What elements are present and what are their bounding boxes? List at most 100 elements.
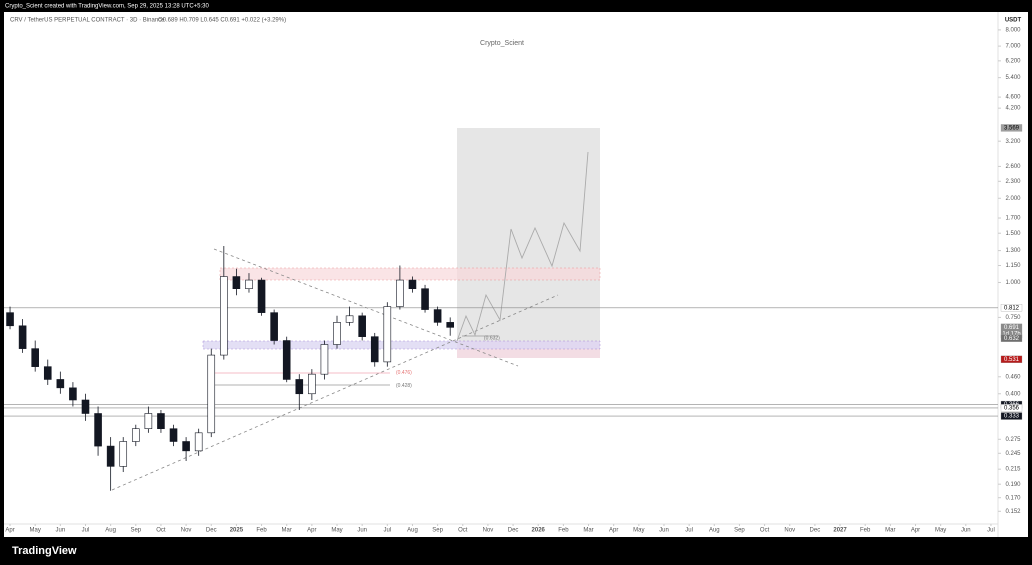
candle-body [56,379,65,389]
y-tick-label: 0.400 [1005,391,1021,397]
candle-body [94,413,102,447]
x-tick-label: Feb [558,528,569,534]
candle-body [433,309,442,323]
level-annotation: (0.632) [484,336,500,342]
y-tick-label: 1.700 [1005,216,1021,222]
x-tick-label: 2027 [833,528,847,534]
candle-body [169,428,178,442]
y-tick-label: 0.152 [1005,509,1021,515]
price-tag-label: 0.691 [1004,325,1020,331]
x-tick-label: Jul [383,528,391,534]
resistance-zone [219,267,601,281]
long-target-zone [457,128,600,341]
ohlc-legend: O0.689 H0.709 L0.645 C0.691 +0.022 (+3.2… [158,18,286,24]
x-tick-label: Nov [784,528,795,534]
candle-body [207,354,216,434]
candle-body [157,413,165,430]
y-tick-label: 0.190 [1005,482,1021,488]
candle-body [358,315,366,337]
watermark: Crypto_Scient [480,40,524,47]
x-tick-label: Mar [885,528,895,534]
y-tick-label: 2.300 [1005,179,1021,185]
candle-body [6,312,14,327]
x-tick-label: 2025 [230,528,244,534]
candle-body [106,445,115,467]
logo: TradingView [12,545,77,557]
x-tick-label: Apr [307,528,316,534]
price-tag-label: 0.356 [1004,405,1020,411]
y-tick-label: 7.000 [1005,44,1021,50]
x-tick-label: Dec [810,528,821,534]
candle-body [370,336,379,363]
x-tick-label: May [935,528,946,534]
price-tag-label: 3.569 [1004,126,1020,132]
x-tick-label: Jun [659,528,669,534]
y-tick-label: 1.150 [1005,263,1021,269]
price-tag [1000,412,1023,420]
y-tick-label: 3.200 [1005,139,1021,145]
y-tick-label: 0.275 [1005,437,1021,443]
candle-body [43,366,52,380]
candle-body [270,312,278,341]
x-tick-label: Jun [961,528,971,534]
countdown: 1d 17h [1002,331,1020,337]
x-tick-label: Sep [130,528,141,534]
price-tag [1000,334,1023,342]
candle-body [345,315,354,323]
x-tick-label: Feb [256,528,267,534]
x-tick-label: Sep [734,528,745,534]
x-tick-label: Sep [432,528,443,534]
x-tick-label: Jul [685,528,693,534]
price-tag-label: 0.531 [1004,357,1020,363]
x-tick-label: 2026 [532,528,546,534]
projection-path [456,151,589,342]
x-tick-label: Apr [5,528,14,534]
y-tick-label: 0.170 [1005,495,1021,501]
candle-body [119,441,128,467]
candle-body [131,428,140,442]
support-zone [202,340,601,350]
x-tick-label: Nov [181,528,192,534]
y-tick-label: 0.245 [1005,451,1021,457]
y-tick-label: 0.460 [1005,374,1021,380]
candle-body [182,441,190,452]
credit: Crypto_Scient created with TradingView.c… [5,4,210,10]
symbol: CRV / TetherUS PERPETUAL CONTRACT · 3D ·… [10,18,165,24]
y-tick-label: 0.215 [1005,467,1021,473]
x-tick-label: Oct [156,528,166,534]
price-tag-label: 0.632 [1004,336,1020,342]
candle-body [282,340,291,380]
candle-body [446,322,454,328]
candle-body [257,279,266,313]
y-tick-label: 1.500 [1005,231,1021,237]
x-tick-label: Oct [760,528,770,534]
price-tag [1000,304,1023,312]
x-tick-label: Apr [911,528,920,534]
candle-body [18,325,27,349]
x-tick-label: Aug [105,528,116,534]
x-tick-label: Mar [282,528,292,534]
x-tick-label: Jun [357,528,367,534]
candle-body [69,387,77,401]
candle-body [295,379,304,395]
price-tag [1000,355,1023,364]
x-tick-label: Feb [860,528,871,534]
candle-body [396,279,404,307]
y-tick-label: 4.600 [1005,95,1021,101]
x-tick-label: Mar [583,528,593,534]
price-tag-label: 0.333 [1004,414,1020,420]
x-tick-label: May [30,528,41,534]
x-tick-label: Aug [709,528,720,534]
x-tick-label: Dec [508,528,519,534]
y-tick-label: 8.000 [1005,27,1021,33]
x-tick-label: Oct [458,528,468,534]
x-tick-label: Jun [55,528,65,534]
price-tag [1000,124,1023,132]
candle-body [81,399,90,414]
candle-body [194,432,203,452]
x-tick-label: Nov [483,528,494,534]
candle-body [421,288,429,310]
candle-body [320,344,329,375]
y-tick-label: 5.400 [1005,75,1021,81]
